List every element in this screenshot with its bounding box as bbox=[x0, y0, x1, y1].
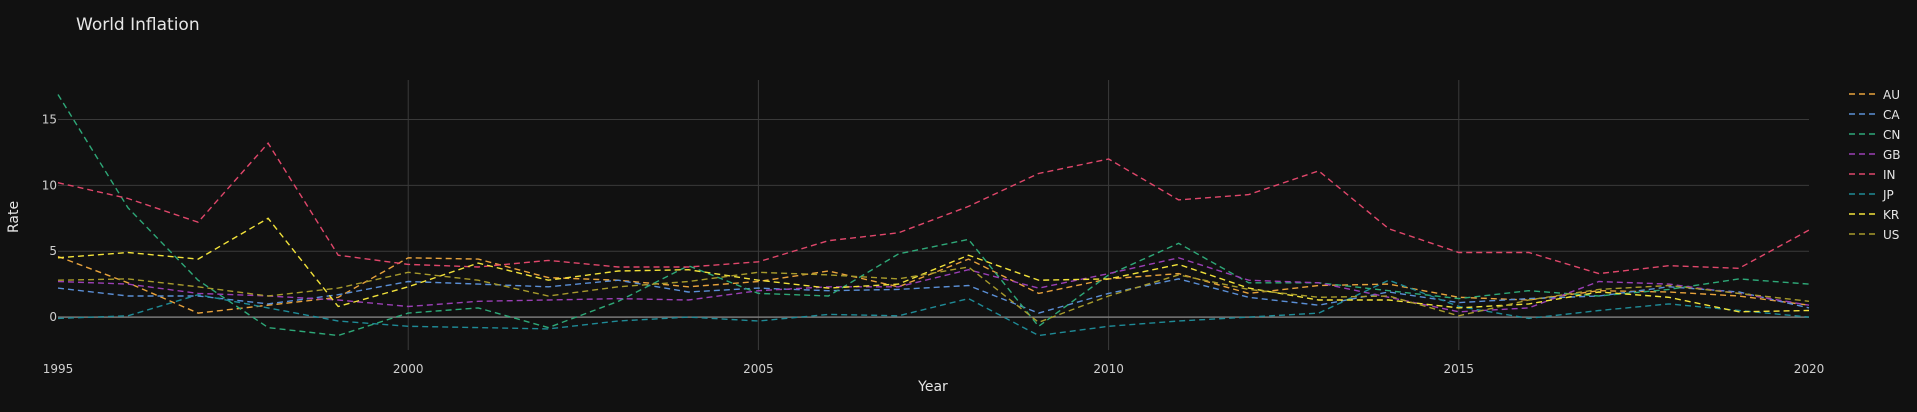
y-tick-label: 10 bbox=[42, 178, 57, 192]
series-lines bbox=[57, 94, 1810, 337]
legend-item-cn[interactable]: CN bbox=[1849, 128, 1900, 142]
legend-label: JP bbox=[1882, 188, 1894, 202]
chart-title: World Inflation bbox=[76, 15, 200, 35]
legend-label: CN bbox=[1883, 128, 1900, 142]
y-tick-label: 0 bbox=[49, 310, 57, 324]
legend-item-us[interactable]: US bbox=[1849, 228, 1899, 242]
legend-item-in[interactable]: IN bbox=[1849, 168, 1896, 182]
series-line-in bbox=[57, 142, 1810, 275]
legend-label: GB bbox=[1883, 148, 1901, 162]
legend-item-jp[interactable]: JP bbox=[1849, 188, 1894, 202]
series-line-gb bbox=[57, 257, 1810, 313]
legend-label: US bbox=[1883, 228, 1899, 242]
x-axis-label: Year bbox=[917, 379, 948, 395]
y-tick-label: 15 bbox=[42, 113, 57, 127]
y-tick-label: 5 bbox=[49, 244, 57, 258]
y-axis-label: Rate bbox=[6, 201, 22, 233]
x-tick-label: 2000 bbox=[393, 362, 424, 376]
x-tick-label: 2005 bbox=[743, 362, 774, 376]
legend-item-gb[interactable]: GB bbox=[1849, 148, 1901, 162]
series-line-us bbox=[57, 266, 1810, 324]
series-line-jp bbox=[57, 279, 1810, 337]
grid bbox=[58, 80, 1809, 350]
series-line-au bbox=[57, 255, 1810, 314]
legend-item-ca[interactable]: CA bbox=[1849, 108, 1900, 122]
x-tick-label: 1995 bbox=[43, 362, 74, 376]
legend-label: AU bbox=[1883, 88, 1900, 102]
legend: AU CA CN GB IN JP KR US bbox=[1849, 88, 1901, 242]
legend-label: KR bbox=[1883, 208, 1899, 222]
x-tick-label: 2020 bbox=[1794, 362, 1825, 376]
x-tick-label: 2015 bbox=[1444, 362, 1475, 376]
series-line-cn bbox=[57, 94, 1810, 337]
series-line-ca bbox=[57, 278, 1810, 314]
legend-item-kr[interactable]: KR bbox=[1849, 208, 1899, 222]
x-tick-labels: 1995 2000 2005 2010 2015 2020 bbox=[43, 362, 1825, 376]
x-tick-label: 2010 bbox=[1093, 362, 1124, 376]
legend-label: CA bbox=[1883, 108, 1900, 122]
legend-label: IN bbox=[1883, 168, 1896, 182]
series-line-kr bbox=[57, 217, 1810, 313]
y-tick-labels: 0 5 10 15 bbox=[42, 113, 57, 325]
legend-item-au[interactable]: AU bbox=[1849, 88, 1900, 102]
